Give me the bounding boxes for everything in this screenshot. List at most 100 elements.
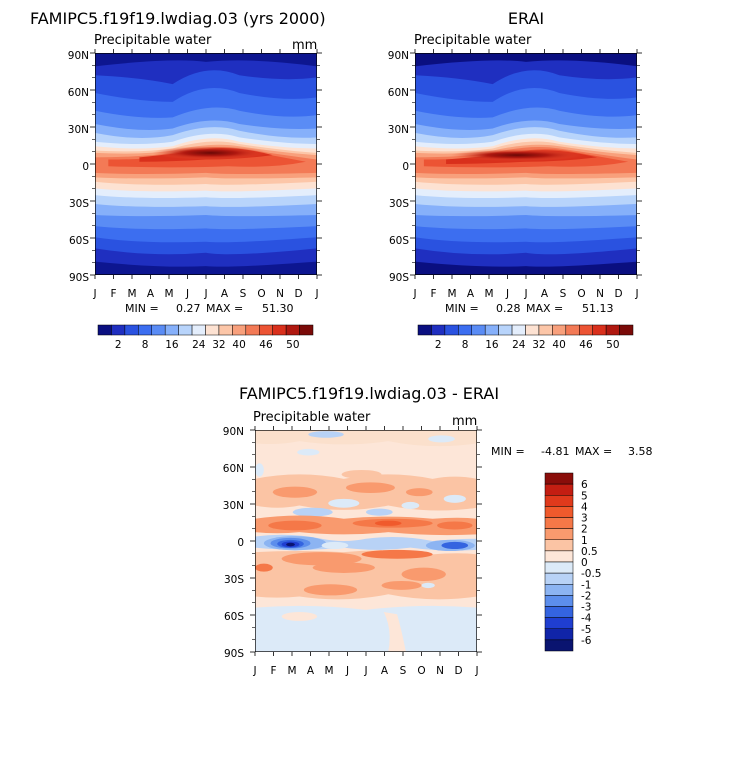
- colorbar-swatch: [544, 561, 574, 574]
- x-tick-label: D: [614, 288, 622, 300]
- colorbar-swatch: [498, 324, 513, 336]
- x-tick-label: A: [467, 288, 475, 300]
- x-tick-label: J: [523, 288, 527, 300]
- x-tick-label: O: [577, 288, 585, 300]
- panel-erai-x-tick-labels: J F M A M J J A S O N D J: [412, 288, 638, 300]
- colorbar-label: -5: [581, 624, 591, 636]
- y-tick-label: 90S: [224, 648, 244, 660]
- colorbar-swatch: [232, 324, 247, 336]
- stat-max-value: 3.58: [628, 445, 653, 458]
- colorbar-label: -0.5: [581, 568, 602, 580]
- panel-model-colorbar: 2 8 16 24 32 40 46 50: [97, 324, 314, 351]
- colorbar-label: 0.5: [581, 546, 598, 558]
- panel-erai-field: [415, 53, 637, 275]
- colorbar-swatch: [124, 324, 139, 336]
- colorbar-label: 8: [462, 339, 469, 351]
- panel-erai-subtitle: Precipitable water: [414, 33, 532, 48]
- colorbar-swatch: [544, 472, 574, 485]
- x-tick-label: J: [474, 665, 478, 677]
- y-tick-label: 30S: [224, 574, 244, 586]
- x-tick-label: J: [363, 665, 367, 677]
- colorbar-label: 46: [579, 339, 593, 351]
- colorbar-swatch: [272, 324, 287, 336]
- colorbar-swatch: [458, 324, 472, 336]
- x-tick-label: A: [381, 665, 389, 677]
- x-tick-label: D: [454, 665, 462, 677]
- colorbar-label: 5: [581, 490, 588, 502]
- colorbar-label: 40: [552, 339, 565, 351]
- panel-diff-stats: MIN = -4.81 MAX = 3.58: [491, 445, 653, 458]
- colorbar-label: 50: [286, 339, 299, 351]
- colorbar-label: 24: [512, 339, 526, 351]
- x-tick-label: A: [221, 288, 229, 300]
- panel-model-units: mm: [292, 38, 317, 53]
- colorbar-swatch: [218, 324, 233, 336]
- panel-model-field: [95, 53, 317, 275]
- x-tick-label: J: [314, 288, 318, 300]
- colorbar-swatch: [191, 324, 206, 336]
- x-tick-label: J: [185, 288, 189, 300]
- x-tick-label: M: [484, 288, 493, 300]
- x-tick-label: D: [294, 288, 302, 300]
- x-tick-label: M: [324, 665, 333, 677]
- y-tick-label: 30N: [68, 124, 89, 136]
- colorbar-swatch: [525, 324, 540, 336]
- y-tick-label: 30S: [389, 198, 409, 210]
- colorbar-swatch: [417, 324, 432, 336]
- panel-diff: FAMIPC5.f19f19.lwdiag.03 - ERAI Precipit…: [223, 384, 653, 677]
- panel-erai-y-tick-labels: 90N 60N 30N 0 30S 60S 90S: [388, 50, 410, 284]
- colorbar-swatch: [285, 324, 300, 336]
- colorbar-swatch: [111, 324, 126, 336]
- colorbar-swatch: [444, 324, 459, 336]
- colorbar-swatch: [259, 324, 273, 336]
- x-tick-label: M: [447, 288, 456, 300]
- stat-max-value: 51.30: [262, 302, 294, 315]
- y-tick-label: 90N: [68, 50, 89, 62]
- colorbar-swatch: [544, 572, 574, 585]
- x-tick-label: A: [147, 288, 155, 300]
- colorbar-label: 46: [259, 339, 273, 351]
- y-tick-label: 90N: [223, 426, 244, 438]
- panel-model-title: FAMIPC5.f19f19.lwdiag.03 (yrs 2000): [30, 9, 326, 28]
- colorbar-label: 24: [192, 339, 206, 351]
- x-tick-label: S: [240, 288, 247, 300]
- panel-diff-units: mm: [452, 414, 477, 429]
- x-tick-label: O: [417, 665, 425, 677]
- colorbar-swatch: [538, 324, 553, 336]
- colorbar-swatch: [205, 324, 220, 336]
- panel-model-x-tick-labels: J F M A M J J A S O N D J: [92, 288, 318, 300]
- y-tick-label: 90S: [389, 272, 409, 284]
- stat-min-label: MIN =: [491, 445, 525, 458]
- y-tick-label: 60N: [388, 87, 409, 99]
- x-tick-label: J: [412, 288, 416, 300]
- panel-diff-y-tick-labels: 90N 60N 30N 0 30S 60S 90S: [223, 426, 245, 660]
- colorbar-swatch: [484, 324, 499, 336]
- colorbar-label: 3: [581, 513, 588, 525]
- colorbar-swatch: [544, 539, 574, 552]
- stat-max-label: MAX =: [575, 445, 612, 458]
- colorbar-swatch: [471, 324, 486, 336]
- y-tick-label: 60S: [224, 611, 244, 623]
- colorbar-swatch: [552, 324, 567, 336]
- panel-diff-title: FAMIPC5.f19f19.lwdiag.03 - ERAI: [239, 384, 499, 403]
- colorbar-swatch: [605, 324, 620, 336]
- y-tick-label: 60N: [223, 463, 244, 475]
- stat-min-value: 0.27: [176, 302, 201, 315]
- colorbar-label: 32: [212, 339, 225, 351]
- colorbar-label: 8: [142, 339, 149, 351]
- x-tick-label: O: [257, 288, 265, 300]
- colorbar-swatch: [151, 324, 166, 336]
- colorbar-swatch: [544, 506, 574, 518]
- x-tick-label: F: [270, 665, 276, 677]
- panel-model: FAMIPC5.f19f19.lwdiag.03 (yrs 2000) Prec…: [30, 9, 326, 351]
- x-tick-label: J: [252, 665, 256, 677]
- panel-erai: ERAI Precipitable water: [388, 9, 639, 351]
- colorbar-label: 6: [581, 479, 588, 491]
- colorbar-label: 2: [115, 339, 122, 351]
- stat-max-label: MAX =: [206, 302, 243, 315]
- colorbar-label: 40: [232, 339, 245, 351]
- colorbar-swatch: [544, 495, 574, 507]
- x-tick-label: J: [634, 288, 638, 300]
- colorbar-swatch: [619, 324, 634, 336]
